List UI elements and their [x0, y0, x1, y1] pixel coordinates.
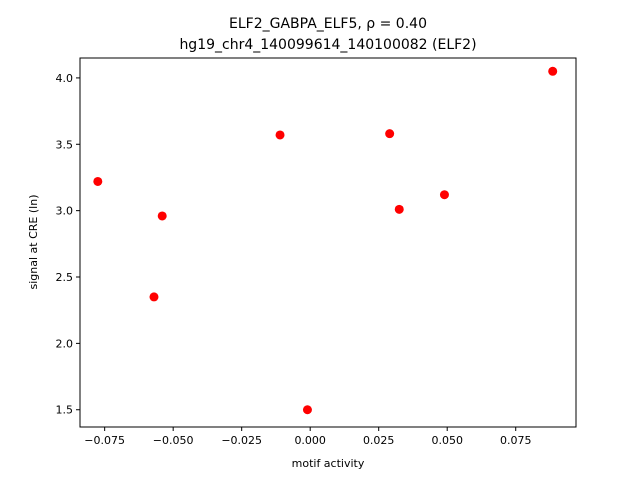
data-point — [302, 405, 312, 415]
x-tick-label: 0.075 — [500, 434, 532, 447]
data-point — [157, 211, 167, 221]
x-axis-ticks: −0.075 −0.050 −0.025 0.000 0.025 0.050 0.075 — [84, 427, 531, 447]
data-point — [385, 129, 395, 139]
y-axis-ticks: 1.5 2.0 2.5 3.0 3.5 4.0 — [56, 72, 80, 417]
chart-title-line2: hg19_chr4_140099614_140100082 (ELF2) — [179, 37, 476, 53]
x-tick-label: −0.050 — [153, 434, 194, 447]
y-axis-label: signal at CRE (ln) — [27, 195, 40, 290]
data-points — [93, 66, 558, 415]
x-tick-label: 0.050 — [431, 434, 463, 447]
y-tick-label: 3.0 — [56, 205, 74, 218]
data-point — [275, 130, 285, 140]
chart-title-line1: ELF2_GABPA_ELF5, ρ = 0.40 — [229, 16, 427, 32]
y-tick-label: 2.0 — [56, 337, 74, 350]
data-point — [548, 66, 558, 76]
y-tick-label: 4.0 — [56, 72, 74, 85]
plot-area-frame — [79, 57, 577, 428]
y-tick-label: 3.5 — [56, 138, 74, 151]
x-tick-label: 0.025 — [363, 434, 395, 447]
data-point — [149, 292, 159, 302]
y-tick-label: 2.5 — [56, 271, 74, 284]
data-point — [394, 204, 404, 214]
data-point — [93, 176, 103, 186]
x-tick-label: 0.000 — [294, 434, 326, 447]
data-point — [439, 190, 449, 200]
x-tick-label: −0.025 — [221, 434, 262, 447]
y-tick-label: 1.5 — [56, 404, 74, 417]
x-tick-label: −0.075 — [84, 434, 125, 447]
x-axis-label: motif activity — [292, 457, 365, 470]
